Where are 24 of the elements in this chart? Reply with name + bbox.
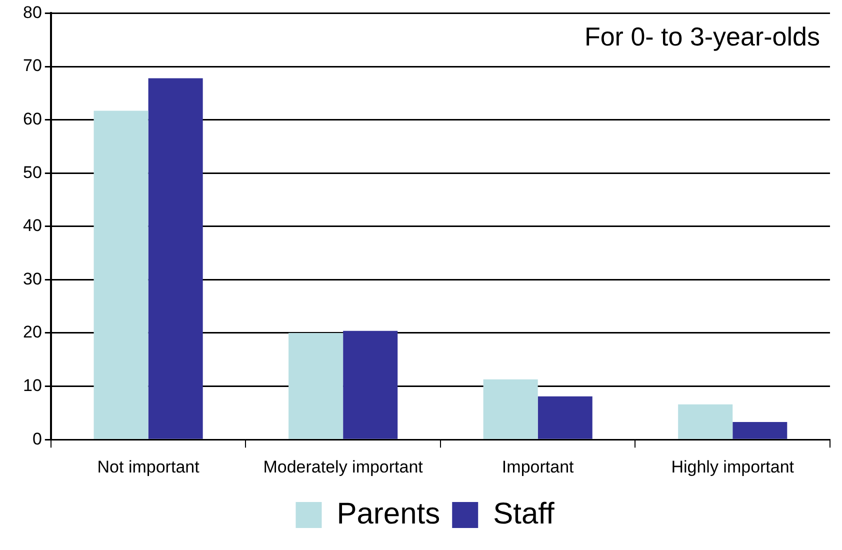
- y-tick-label: 40: [22, 216, 42, 236]
- x-tick-label: Not important: [97, 457, 200, 476]
- y-tick-label: 50: [22, 162, 42, 182]
- bar: [343, 330, 398, 439]
- bar: [678, 404, 733, 439]
- x-tick-label: Moderately important: [263, 457, 424, 476]
- y-tick-label: 60: [22, 109, 42, 128]
- y-tick-label: 80: [22, 2, 42, 22]
- y-tick-label: 70: [22, 56, 42, 76]
- x-tick-label: Highly important: [671, 457, 794, 476]
- bar: [483, 379, 538, 439]
- x-tick-label: Important: [502, 457, 574, 476]
- y-tick-label: 30: [22, 269, 42, 288]
- y-tick-label: 10: [22, 376, 42, 395]
- bar: [732, 422, 788, 439]
- annotation: For 0- to 3-year-olds: [584, 21, 820, 52]
- legend-label: Staff: [493, 497, 555, 530]
- y-tick-label: 20: [22, 322, 42, 342]
- bar: [94, 110, 148, 439]
- bar: [288, 333, 344, 439]
- legend-label: Parents: [336, 497, 440, 530]
- bar: [148, 78, 203, 439]
- y-tick-label: 0: [32, 429, 42, 448]
- bar: [538, 396, 592, 439]
